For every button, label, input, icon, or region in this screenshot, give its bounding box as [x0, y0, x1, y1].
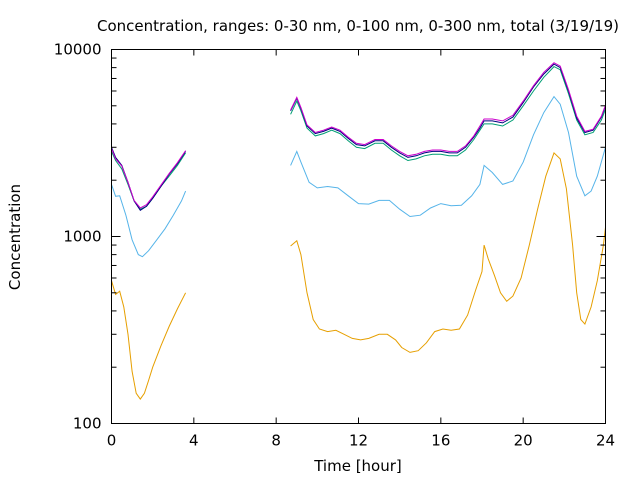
- x-tick-label: 20: [514, 432, 533, 450]
- x-axis-label: Time [hour]: [313, 457, 402, 475]
- x-tick-label: 4: [189, 432, 199, 450]
- plot-frame: [111, 49, 606, 424]
- y-tick-label: 10000: [54, 41, 102, 59]
- series-4-line-segment-0: [111, 148, 187, 209]
- chart-title: Concentration, ranges: 0-30 nm, 0-100 nm…: [97, 17, 619, 35]
- series-4-line-segment-1: [290, 62, 606, 157]
- x-tick-label: 16: [431, 432, 450, 450]
- x-tick-label: 8: [271, 432, 281, 450]
- x-tick-label: 0: [107, 432, 117, 450]
- x-tick-label: 24: [596, 432, 615, 450]
- series-layer: [111, 62, 606, 400]
- series-2-line-segment-0: [111, 151, 187, 210]
- x-tick-label: 12: [349, 432, 368, 450]
- series-3-line-segment-0: [111, 147, 187, 211]
- series-0-line-segment-1: [290, 151, 606, 353]
- series-1-line-segment-1: [290, 95, 606, 218]
- y-tick-label: 1000: [63, 228, 101, 246]
- series-0-line-segment-0: [111, 280, 187, 400]
- series-3-line-segment-1: [290, 63, 606, 158]
- series-1-line-segment-0: [111, 184, 187, 258]
- series-2-line-segment-1: [290, 65, 606, 162]
- y-tick-label: 100: [73, 415, 102, 433]
- ticks-layer: 0 4 8 12 16 20 24 100 1000 10000: [54, 41, 615, 450]
- y-axis-label: Concentration: [6, 184, 24, 290]
